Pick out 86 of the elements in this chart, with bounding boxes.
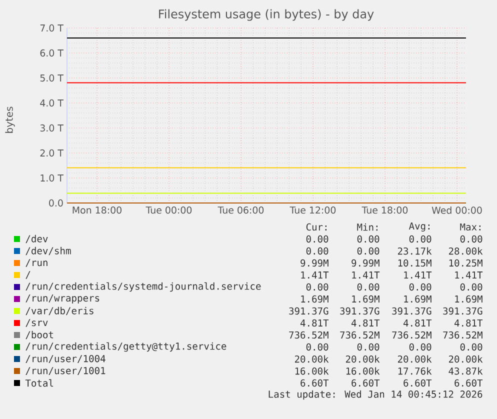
text: Avg: [408, 222, 430, 232]
text: 20.00k [346, 355, 380, 363]
legend-label: /boot [26, 330, 54, 340]
y-axis-title: bytes [5, 106, 15, 133]
x-tick-label: Tue 12:00 [290, 206, 336, 214]
text: 9.99M [300, 259, 328, 267]
text: 43.87k [448, 367, 483, 375]
text: 23.17k [398, 247, 432, 255]
legend-label: /run/user/1001 [26, 367, 106, 375]
text: 20.00k [398, 355, 432, 363]
text: 6.60T [352, 379, 380, 387]
text: 0.00 [409, 235, 432, 243]
y-tick-label: 2.0 T [40, 149, 64, 157]
legend-label: /run/user/1004 [26, 355, 106, 363]
y-tick-label: 1.0 T [40, 174, 64, 182]
legend-label: /dev/shm [26, 246, 71, 256]
text: 391.37G [443, 307, 482, 315]
text: 1.41T [352, 272, 380, 278]
text: Cur: [306, 223, 326, 231]
y-tick-label: 0.0 [49, 199, 63, 207]
text: 6.60T [404, 379, 432, 387]
x-tick-label: Tue 06:00 [218, 206, 264, 214]
text: 1.41T [301, 272, 329, 278]
text: 736.52M [392, 331, 432, 339]
text: 9.99M [352, 259, 380, 267]
legend-label: / [26, 271, 30, 279]
text: 0.00 [460, 283, 482, 291]
text: 736.52M [289, 331, 328, 339]
legend-label: /run/credentials/getty@tty1.service [26, 342, 226, 352]
text: 391.37G [392, 307, 432, 315]
text: 10.15M [398, 259, 432, 267]
text: 1.41T [404, 272, 432, 278]
chart-title: Filesystem usage (in bytes) - by day [159, 9, 374, 21]
y-tick-label: 5.0 T [40, 74, 64, 82]
text: 10.25M [449, 259, 482, 267]
legend-label: /run [26, 259, 48, 267]
text: 0.00 [357, 235, 380, 243]
text: 1.69M [301, 295, 328, 303]
text: 0.00 [460, 343, 482, 351]
text: Last update: Wed Jan 14 00:45:12 2026 [268, 390, 482, 400]
y-tick-label: 6.0 T [40, 49, 64, 57]
legend-label: Total [25, 379, 54, 387]
legend-label: /run/credentials/systemd-journald.service [26, 282, 261, 292]
text: 0.00 [357, 247, 380, 255]
text: 0.00 [409, 283, 432, 291]
text: 391.37G [289, 307, 328, 315]
x-tick-label: Tue 00:00 [146, 206, 192, 214]
text: 28.00k [448, 247, 483, 255]
legend-label: /srv [26, 319, 48, 327]
text: 0.00 [306, 247, 328, 255]
text: 0.00 [306, 283, 328, 291]
y-tick-label: 7.0 T [40, 24, 64, 32]
text: 16.00k [346, 367, 380, 375]
x-tick-label: Tue 18:00 [362, 206, 408, 214]
text: 1.69M [455, 295, 482, 303]
text: 0.00 [306, 343, 328, 351]
text: 4.81T [454, 319, 483, 327]
text: 16.00k [295, 367, 329, 375]
text: 0.00 [357, 343, 380, 351]
x-tick-label: Mon 18:00 [72, 206, 122, 214]
text: 0.00 [460, 235, 482, 243]
text: 736.52M [443, 331, 482, 339]
text: 391.37G [340, 307, 380, 315]
text: 1.69M [404, 295, 432, 303]
y-tick-label: 4.0 T [40, 99, 64, 107]
text: 736.52M [340, 331, 380, 339]
x-tick-label: Wed 00:00 [432, 206, 482, 214]
text: 0.00 [409, 343, 432, 351]
text: 6.60T [300, 379, 329, 387]
text: 0.00 [306, 235, 328, 243]
text: 20.00k [448, 355, 483, 363]
text: 4.81T [351, 319, 380, 327]
legend-label: /dev [26, 234, 48, 244]
text: 1.41T [455, 272, 483, 278]
text: Max: [460, 223, 480, 231]
y-tick-label: 3.0 T [40, 124, 64, 132]
text: 6.60T [454, 379, 483, 387]
text: 4.81T [300, 319, 329, 327]
legend-label: /var/db/eris [26, 306, 94, 316]
text: 17.76k [398, 367, 432, 375]
text: 0.00 [357, 283, 380, 291]
text: 1.69M [352, 295, 380, 303]
legend-label: /run/wrappers [26, 294, 100, 304]
text: 4.81T [403, 319, 432, 327]
text: Min: [357, 223, 378, 231]
text: 20.00k [294, 355, 329, 363]
